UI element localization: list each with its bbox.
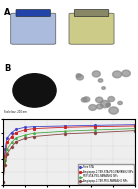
Circle shape — [122, 70, 130, 77]
Circle shape — [100, 100, 110, 108]
Angiopep-2-TER-STA-PEG-PAMANH2 NPs — [24, 129, 26, 131]
PEP-STA-PEG-PAMANH2 NPs — [24, 134, 26, 136]
Circle shape — [118, 101, 122, 105]
PEP-STA-PEG-PAMANH2 NPs — [6, 148, 8, 150]
Text: Scale bar: 1 μm: Scale bar: 1 μm — [72, 110, 92, 114]
PEP-STA-PEG-PAMANH2 NPs — [4, 159, 6, 161]
Circle shape — [81, 98, 87, 102]
Free STA — [4, 148, 6, 150]
PEP-STA-PEG-PAMANH2 NPs — [64, 130, 65, 132]
FancyBboxPatch shape — [17, 23, 49, 43]
PEP-STA-PEG-PAMANH2 NPs — [15, 137, 17, 139]
Circle shape — [92, 71, 100, 77]
Circle shape — [96, 97, 103, 103]
PEP-STA-PEG-PAMANH2 NPs — [95, 129, 96, 131]
Angiopep-2-TER-STA-PEG-PAMANH2 NPs — [134, 125, 136, 127]
PEP-STA-PEG-PAMANH2 NPs — [11, 141, 12, 144]
Angiopep-2-TER-STA-PEG-PAMANH2 NPs — [64, 126, 65, 128]
Angiopep-2-TER-PEG-PAMANH2 NPs — [4, 164, 6, 167]
PEP-STA-PEG-PAMANH2 NPs — [2, 181, 4, 183]
Circle shape — [96, 104, 103, 109]
Circle shape — [106, 104, 110, 107]
Angiopep-2-TER-PEG-PAMANH2 NPs — [24, 137, 26, 140]
Angiopep-2-TER-STA-PEG-PAMANH2 NPs — [95, 125, 96, 128]
Free STA — [134, 124, 136, 126]
Free STA — [24, 126, 26, 128]
Angiopep-2-TER-STA-PEG-PAMANH2 NPs — [6, 141, 8, 144]
Line: Angiopep-2-TER-STA-PEG-PAMANH2 NPs: Angiopep-2-TER-STA-PEG-PAMANH2 NPs — [2, 125, 136, 183]
Angiopep-2-TER-STA-PEG-PAMANH2 NPs — [15, 131, 17, 134]
Angiopep-2-TER-PEG-PAMANH2 NPs — [2, 181, 4, 183]
Text: A: A — [4, 8, 11, 17]
Circle shape — [113, 71, 122, 78]
Free STA — [6, 137, 8, 139]
Free STA — [95, 124, 96, 126]
FancyBboxPatch shape — [11, 13, 56, 44]
Line: PEP-STA-PEG-PAMANH2 NPs: PEP-STA-PEG-PAMANH2 NPs — [2, 128, 136, 183]
Circle shape — [89, 105, 96, 110]
Angiopep-2-TER-PEG-PAMANH2 NPs — [64, 133, 65, 135]
Free STA — [64, 125, 65, 127]
Angiopep-2-TER-PEG-PAMANH2 NPs — [11, 146, 12, 148]
Circle shape — [109, 107, 118, 114]
Circle shape — [13, 74, 56, 107]
FancyBboxPatch shape — [69, 13, 114, 44]
Legend: Free STA, Angiopep-2-TER-STA-PEG-PAMANH2 NPs, PEP-STA-PEG-PAMANH2 NPs, Angiopep-: Free STA, Angiopep-2-TER-STA-PEG-PAMANH2… — [78, 164, 134, 184]
Angiopep-2-TER-STA-PEG-PAMANH2 NPs — [33, 127, 34, 130]
Circle shape — [107, 103, 110, 106]
Free STA — [11, 131, 12, 134]
Circle shape — [76, 74, 81, 77]
Angiopep-2-TER-PEG-PAMANH2 NPs — [134, 129, 136, 132]
Angiopep-2-TER-STA-PEG-PAMANH2 NPs — [2, 181, 4, 183]
Angiopep-2-TER-PEG-PAMANH2 NPs — [95, 131, 96, 134]
PEP-STA-PEG-PAMANH2 NPs — [134, 127, 136, 130]
Line: Free STA: Free STA — [2, 124, 136, 183]
Angiopep-2-TER-PEG-PAMANH2 NPs — [6, 153, 8, 155]
Text: Scale bar: 200 nm: Scale bar: 200 nm — [4, 110, 27, 114]
FancyBboxPatch shape — [76, 23, 107, 43]
Circle shape — [108, 97, 115, 101]
FancyBboxPatch shape — [74, 9, 109, 17]
Circle shape — [76, 75, 83, 80]
Circle shape — [98, 79, 103, 82]
Circle shape — [102, 87, 105, 89]
Free STA — [33, 125, 34, 128]
Angiopep-2-TER-STA-PEG-PAMANH2 NPs — [11, 135, 12, 138]
PEP-STA-PEG-PAMANH2 NPs — [33, 132, 34, 134]
Free STA — [2, 181, 4, 183]
Free STA — [15, 128, 17, 130]
Circle shape — [83, 97, 90, 102]
FancyBboxPatch shape — [16, 9, 51, 17]
Text: B: B — [4, 64, 10, 73]
Angiopep-2-TER-STA-PEG-PAMANH2 NPs — [4, 154, 6, 157]
Angiopep-2-TER-PEG-PAMANH2 NPs — [33, 135, 34, 138]
Angiopep-2-TER-PEG-PAMANH2 NPs — [15, 141, 17, 143]
Line: Angiopep-2-TER-PEG-PAMANH2 NPs: Angiopep-2-TER-PEG-PAMANH2 NPs — [2, 130, 136, 183]
